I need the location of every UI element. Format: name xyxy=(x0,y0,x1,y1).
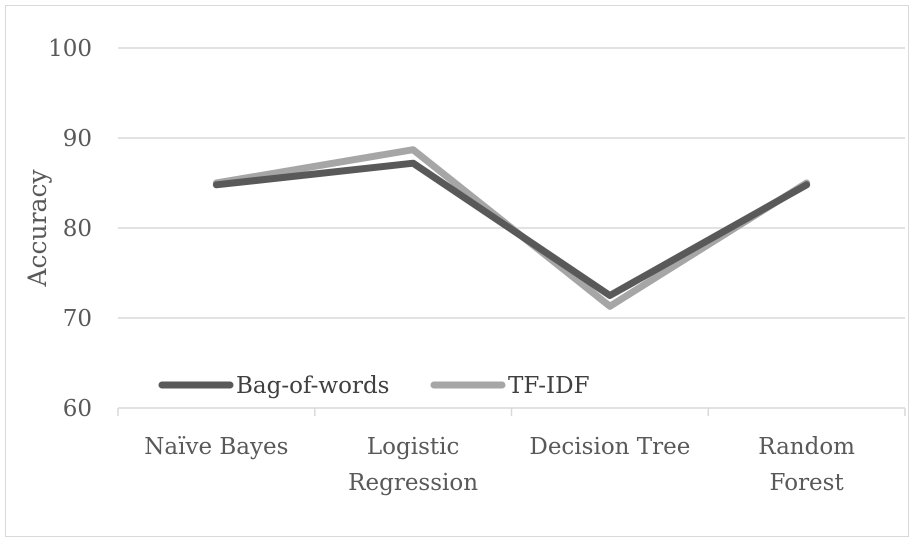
y-tick-label: 90 xyxy=(63,126,92,152)
x-category-label: Random Forest xyxy=(758,434,855,496)
x-category-label: Decision Tree xyxy=(529,434,690,460)
legend-label: Bag-of-words xyxy=(236,373,389,399)
x-category-line: Decision Tree xyxy=(529,434,690,460)
x-axis xyxy=(117,407,906,416)
series-line xyxy=(212,159,811,299)
x-category-line: Random xyxy=(758,434,855,460)
x-category-line: Forest xyxy=(770,470,845,496)
series-lines xyxy=(212,146,811,310)
x-axis-categories: Naïve Bayes Logistic Regression Decision Tr… xyxy=(144,434,855,496)
y-tick-label: 80 xyxy=(63,216,92,242)
x-category-line: Regression xyxy=(348,470,478,496)
chart-area xyxy=(5,5,909,537)
y-axis-ticks: 60 70 80 90 100 xyxy=(48,36,92,422)
y-tick-label: 100 xyxy=(48,36,92,62)
legend: Bag-of-words TF-IDF xyxy=(158,373,590,399)
y-tick-label: 70 xyxy=(63,306,92,332)
y-tick-label: 60 xyxy=(63,396,92,422)
x-category-line: Logistic xyxy=(367,434,459,460)
y-axis-title: Accuracy xyxy=(23,169,52,288)
x-category-label: Naïve Bayes xyxy=(144,434,288,460)
x-category-line: Naïve Bayes xyxy=(144,434,288,460)
legend-label: TF-IDF xyxy=(508,373,590,399)
x-category-label: Logistic Regression xyxy=(348,434,478,496)
